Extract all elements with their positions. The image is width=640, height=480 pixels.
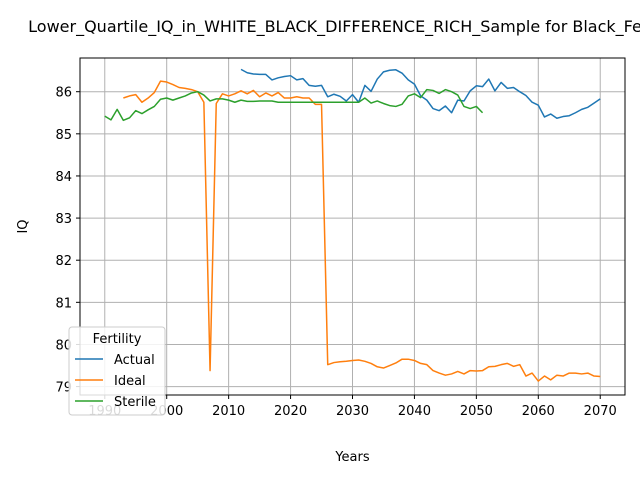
- legend-title: Fertility: [93, 332, 142, 347]
- legend-label-ideal: Ideal: [114, 374, 146, 389]
- series-line-actual: [240, 68, 601, 119]
- chart-title: Lower_Quartile_IQ_in_WHITE_BLACK_DIFFERE…: [28, 17, 640, 37]
- legend-label-actual: Actual: [114, 353, 155, 368]
- y-axis-ticks: 79 80 81 82 83 84 85 86: [55, 86, 80, 396]
- x-tick-label: 2040: [398, 404, 431, 419]
- y-tick-label: 81: [55, 296, 72, 311]
- y-tick-label: 80: [55, 338, 72, 353]
- y-tick-label: 86: [55, 86, 72, 101]
- legend-box: [68, 326, 166, 416]
- series-line-sterile: [104, 88, 484, 122]
- y-tick-label: 84: [55, 170, 72, 185]
- series-lines: [104, 68, 601, 382]
- y-axis-label: IQ: [16, 219, 31, 233]
- y-tick-label: 85: [55, 128, 72, 143]
- x-axis-ticks: 199020002010202020302040205020602070: [88, 395, 617, 419]
- x-tick-label: 2050: [460, 404, 493, 419]
- series-line-ideal: [123, 80, 601, 382]
- legend-label-sterile: Sterile: [114, 395, 156, 410]
- x-tick-label: 2060: [522, 404, 555, 419]
- legend: Fertility Actual Ideal Sterile: [68, 326, 166, 416]
- x-tick-label: 2020: [274, 404, 307, 419]
- x-tick-label: 2010: [212, 404, 245, 419]
- y-tick-label: 82: [55, 254, 72, 269]
- x-tick-label: 2030: [336, 404, 369, 419]
- x-tick-label: 2070: [584, 404, 617, 419]
- x-axis-label: Years: [334, 450, 370, 465]
- y-tick-label: 79: [55, 381, 72, 396]
- y-tick-label: 83: [55, 212, 72, 227]
- grid: [80, 58, 625, 395]
